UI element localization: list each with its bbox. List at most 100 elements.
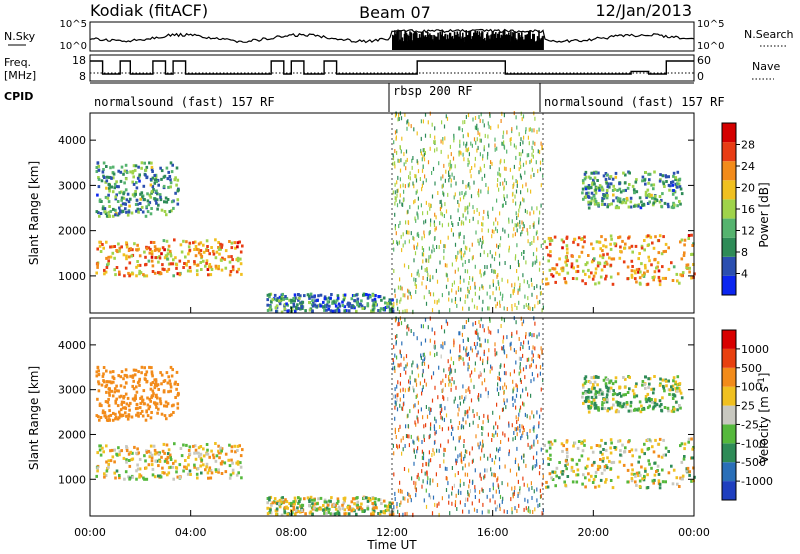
power-cell	[688, 270, 691, 274]
velocity-cell	[107, 397, 110, 401]
velocity-cell	[451, 491, 453, 496]
velocity-cell	[531, 444, 533, 449]
velocity-cell	[516, 446, 518, 451]
power-cell	[468, 182, 470, 186]
power-cell	[478, 241, 480, 246]
velocity-cell	[394, 400, 396, 405]
power-cell	[337, 308, 341, 312]
velocity-cell	[393, 472, 395, 477]
velocity-cell	[528, 357, 530, 362]
power-cell	[187, 252, 190, 256]
velocity-cell	[273, 497, 277, 501]
velocity-cell	[421, 391, 423, 396]
power-cell	[430, 218, 432, 223]
power-cell	[530, 277, 532, 282]
velocity-cell	[444, 341, 446, 346]
velocity-cell	[125, 402, 129, 406]
velocity-cell	[438, 512, 440, 517]
power-cell	[205, 261, 208, 265]
velocity-cell	[398, 428, 400, 432]
velocity-cell	[641, 477, 644, 481]
power-cell	[396, 129, 398, 134]
power-cell	[675, 272, 679, 276]
power-cell	[674, 182, 678, 186]
velocity-cell	[600, 389, 603, 393]
velocity-cell	[427, 325, 429, 330]
power-cell	[411, 158, 413, 163]
velocity-cell	[424, 378, 426, 383]
velocity-cell	[465, 348, 467, 353]
power-cell	[108, 183, 111, 187]
power-cell	[523, 279, 525, 284]
velocity-cell	[643, 452, 646, 456]
velocity-cell	[532, 510, 534, 514]
power-cell	[143, 161, 146, 165]
power-cell	[463, 253, 465, 258]
velocity-cell	[118, 453, 121, 457]
velocity-cell	[135, 413, 138, 417]
velocity-cell	[517, 426, 519, 431]
power-cell	[474, 163, 476, 168]
power-cell	[151, 170, 154, 173]
power-cell	[105, 256, 108, 260]
power-cell	[483, 147, 485, 152]
velocity-cell	[276, 502, 279, 506]
power-cell	[438, 245, 440, 250]
power-cell	[389, 301, 392, 305]
velocity-cell	[566, 475, 570, 478]
velocity-cell	[297, 510, 300, 513]
power-cell	[459, 139, 461, 144]
power-cell	[668, 188, 671, 192]
velocity-cell	[97, 415, 100, 419]
velocity-cell	[649, 439, 653, 443]
velocity-cell	[217, 449, 220, 453]
power-cell	[470, 141, 472, 146]
power-cell	[683, 243, 686, 247]
power-cell	[114, 197, 118, 201]
nave-tick-bottom: 0	[697, 70, 704, 83]
power-cell	[278, 302, 282, 306]
power-cell	[336, 306, 340, 310]
velocity-cell	[635, 483, 638, 487]
velocity-cell	[412, 439, 414, 444]
power-cell	[600, 268, 604, 272]
velocity-cell	[652, 450, 656, 454]
power-cell	[519, 161, 521, 166]
velocity-cell	[634, 480, 637, 484]
power-cell	[609, 242, 612, 246]
power-cell	[514, 223, 516, 228]
velocity-cell	[591, 481, 595, 484]
power-cell	[197, 242, 201, 246]
power-cell	[505, 201, 507, 205]
power-cell	[129, 170, 132, 174]
noise-right-label: N.Search	[744, 28, 794, 41]
velocity-cell	[462, 325, 464, 330]
power-cell	[107, 259, 110, 263]
velocity-cell	[196, 476, 199, 480]
power-cell	[459, 150, 461, 155]
power-cell	[467, 205, 469, 210]
power-cell	[404, 240, 406, 245]
velocity-cell	[360, 502, 363, 506]
power-cell	[497, 178, 499, 182]
velocity-cell	[434, 431, 436, 436]
velocity-cell	[136, 411, 140, 415]
velocity-cell	[456, 458, 458, 463]
power-cell	[445, 169, 447, 174]
velocity-cell	[450, 356, 452, 361]
power-cell	[432, 244, 434, 249]
velocity-cell	[463, 346, 465, 351]
velocity-cell	[664, 379, 668, 383]
velocity-cell	[478, 415, 480, 420]
power-cell	[667, 205, 670, 209]
power-cell	[377, 295, 380, 298]
velocity-cell	[299, 510, 302, 514]
power-cell	[675, 185, 679, 189]
power-cell	[403, 189, 405, 194]
power-cell	[125, 210, 128, 214]
velocity-cell	[235, 473, 239, 477]
power-cell	[533, 238, 535, 243]
power-cell	[147, 246, 151, 250]
power-cell	[397, 117, 399, 122]
power-cell	[504, 178, 506, 183]
